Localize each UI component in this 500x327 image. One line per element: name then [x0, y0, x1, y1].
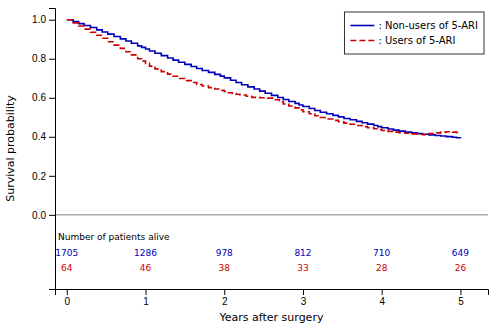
x-axis-line [56, 290, 489, 296]
risk-count: 978 [216, 248, 233, 258]
legend-label: : Non-users of 5-ARI [378, 20, 478, 31]
y-tick-mark [49, 98, 55, 99]
legend-swatch [350, 25, 374, 27]
x-tick-mark [460, 289, 461, 295]
legend-swatch [350, 40, 374, 42]
x-tick: 2 [222, 289, 228, 307]
risk-count: 710 [373, 248, 390, 258]
risk-count: 64 [61, 263, 73, 273]
x-tick-label: 1 [143, 296, 149, 307]
risk-count: 649 [452, 248, 469, 258]
x-tick-mark [67, 289, 68, 295]
y-tick-mark [49, 137, 55, 138]
legend: : Non-users of 5-ARI : Users of 5-ARI [344, 12, 484, 54]
legend-label: : Users of 5-ARI [378, 35, 455, 46]
y-tick: 0.2 [32, 171, 55, 182]
y-tick: 0.8 [32, 53, 55, 64]
risk-table: Number of patients alive 1705 1286 978 812 71… [55, 232, 469, 273]
y-tick-label: 1.0 [32, 14, 46, 25]
x-tick: 1 [143, 289, 149, 307]
y-tick-label: 0.0 [32, 210, 46, 221]
y-tick-label: 0.2 [32, 171, 46, 182]
risk-count: 1705 [55, 248, 78, 258]
risk-count: 33 [297, 263, 308, 273]
x-tick-label: 2 [222, 296, 228, 307]
y-tick-mark [49, 215, 55, 216]
y-tick: 0.6 [32, 92, 55, 103]
x-tick: 3 [301, 289, 307, 307]
risk-count: 38 [219, 263, 231, 273]
legend-item: : Users of 5-ARI [350, 35, 455, 46]
legend-item: : Non-users of 5-ARI [350, 20, 478, 31]
y-tick-label: 0.4 [32, 131, 46, 142]
x-tick: 5 [458, 289, 464, 307]
x-tick-label: 0 [65, 296, 71, 307]
y-tick-mark [49, 20, 55, 21]
risk-count: 26 [455, 263, 467, 273]
x-tick-label: 5 [458, 296, 464, 307]
y-tick: 1.0 [32, 14, 55, 25]
plot: 0 1 2 3 4 5 0.0 0.2 0.4 0.6 0.8 1.0 Number of patien… [32, 9, 488, 308]
x-tick: 4 [379, 289, 385, 307]
survival-curve [67, 20, 461, 139]
reference-line [55, 214, 488, 215]
y-axis: 0.0 0.2 0.4 0.6 0.8 1.0 [32, 9, 55, 290]
x-tick-mark [224, 289, 225, 295]
x-tick-label: 3 [301, 296, 307, 307]
y-tick: 0.0 [32, 210, 55, 221]
y-axis-title: Survival probability [4, 95, 17, 202]
y-tick-label: 0.6 [32, 92, 46, 103]
chart: 0 1 2 3 4 5 0.0 0.2 0.4 0.6 0.8 1.0 Number of patien… [0, 0, 500, 327]
risk-count: 46 [140, 263, 152, 273]
risk-count: 1286 [134, 248, 157, 258]
x-tick-mark [303, 289, 304, 295]
x-tick: 0 [65, 289, 71, 307]
risk-count: 812 [294, 248, 311, 258]
y-tick-mark [49, 59, 55, 60]
x-tick-mark [146, 289, 147, 295]
x-axis-title: Years after surgery [219, 311, 324, 324]
y-tick: 0.4 [32, 131, 55, 142]
x-axis: 0 1 2 3 4 5 [56, 289, 489, 307]
x-tick-label: 4 [379, 296, 385, 307]
legend-box [344, 12, 484, 54]
risk-label: Number of patients alive [58, 232, 170, 242]
y-tick-mark [49, 176, 55, 177]
x-tick-mark [382, 289, 383, 295]
y-tick-label: 0.8 [32, 53, 46, 64]
y-axis-line [49, 9, 56, 290]
risk-count: 28 [376, 263, 388, 273]
survival-curve [67, 20, 461, 135]
